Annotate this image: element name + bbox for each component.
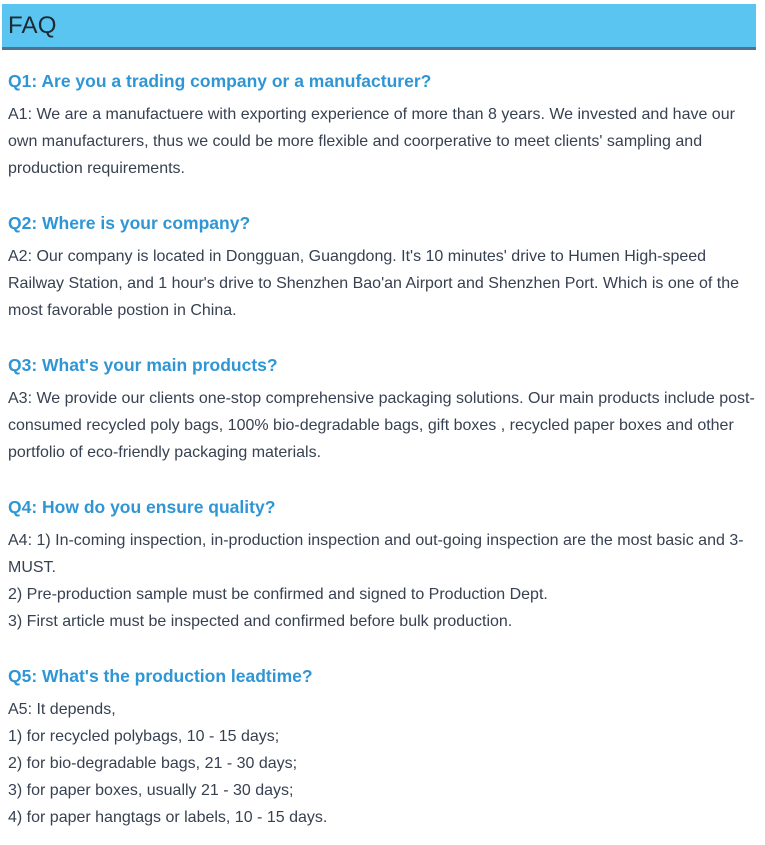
faq-item: Q4: How do you ensure quality? A4: 1) In… — [8, 496, 756, 635]
faq-header: FAQ — [2, 4, 756, 50]
faq-answer-line: 3) First article must be inspected and c… — [8, 613, 513, 630]
faq-answer-line: A4: 1) In-coming inspection, in-producti… — [8, 532, 744, 576]
faq-item: Q2: Where is your company? A2: Our compa… — [8, 212, 756, 324]
faq-question: Q2: Where is your company? — [8, 213, 251, 233]
faq-answer-line: A3: We provide our clients one-stop comp… — [8, 390, 755, 461]
faq-answer-line: 2) Pre-production sample must be confirm… — [8, 586, 548, 603]
faq-answer-line: A1: We are a manufactuere with exporting… — [8, 106, 735, 177]
faq-header-title: FAQ — [8, 11, 57, 39]
faq-answer-line: 3) for paper boxes, usually 21 - 30 days… — [8, 782, 294, 799]
faq-answer-line: 2) for bio-degradable bags, 21 - 30 days… — [8, 755, 298, 772]
faq-answer-line: 4) for paper hangtags or labels, 10 - 15… — [8, 809, 328, 826]
faq-item: Q3: What's your main products? A3: We pr… — [8, 354, 756, 466]
faq-answer: A4: 1) In-coming inspection, in-producti… — [8, 527, 756, 635]
faq-answer-line: 1) for recycled polybags, 10 - 15 days; — [8, 728, 280, 745]
faq-page: FAQ Q1: Are you a trading company or a m… — [0, 4, 765, 845]
faq-answer-line: A5: It depends, — [8, 701, 116, 718]
faq-item: Q5: What's the production leadtime? A5: … — [8, 665, 756, 831]
faq-question: Q5: What's the production leadtime? — [8, 666, 313, 686]
faq-list: Q1: Are you a trading company or a manuf… — [0, 50, 765, 845]
faq-question: Q4: How do you ensure quality? — [8, 497, 276, 517]
faq-answer: A1: We are a manufactuere with exporting… — [8, 101, 756, 182]
faq-item: Q1: Are you a trading company or a manuf… — [8, 70, 756, 182]
faq-answer: A5: It depends, 1) for recycled polybags,… — [8, 696, 756, 831]
faq-answer-line: A2: Our company is located in Dongguan, … — [8, 248, 739, 319]
faq-question: Q1: Are you a trading company or a manuf… — [8, 71, 432, 91]
faq-answer: A2: Our company is located in Dongguan, … — [8, 243, 756, 324]
faq-answer: A3: We provide our clients one-stop comp… — [8, 385, 756, 466]
faq-question: Q3: What's your main products? — [8, 355, 278, 375]
